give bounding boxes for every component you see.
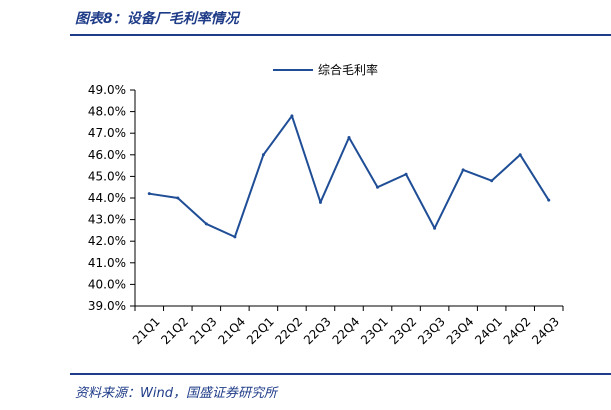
- x-tick-label: 21Q2: [158, 314, 191, 347]
- data-point: [261, 153, 265, 157]
- top-rule: [70, 34, 611, 36]
- bottom-rule: [70, 373, 611, 375]
- y-tick-label: 39.0%: [88, 299, 126, 313]
- y-tick-label: 40.0%: [88, 277, 126, 291]
- y-tick-label: 42.0%: [88, 234, 126, 248]
- y-tick-label: 44.0%: [88, 191, 126, 205]
- y-tick-label: 45.0%: [88, 169, 126, 183]
- data-point: [433, 226, 437, 230]
- figure-title: 图表8：设备厂毛利率情况: [75, 11, 239, 27]
- x-tick-label: 23Q4: [444, 314, 477, 347]
- y-tick-label: 43.0%: [88, 213, 126, 227]
- y-tick-label: 41.0%: [88, 256, 126, 270]
- x-tick-label: 21Q3: [187, 314, 220, 347]
- y-tick-label: 46.0%: [88, 148, 126, 162]
- data-point: [290, 114, 294, 118]
- line-chart: 综合毛利率 39.0% 40.0% 41.0% 42.0% 43.0% 44.0% 45.0…: [88, 62, 564, 347]
- data-point: [147, 192, 151, 196]
- data-point: [461, 168, 465, 172]
- y-tick-label: 47.0%: [88, 126, 126, 140]
- y-tick-label: 49.0%: [88, 83, 126, 97]
- x-tick-label: 24Q1: [472, 314, 505, 347]
- x-tick-label: 22Q1: [244, 314, 277, 347]
- data-point: [318, 200, 322, 204]
- legend: 综合毛利率: [273, 62, 378, 77]
- y-tick-label: 48.0%: [88, 105, 126, 119]
- x-tick-label: 23Q2: [387, 314, 420, 347]
- x-tick-label: 24Q2: [501, 314, 534, 347]
- series-line-gross-margin: [149, 114, 550, 238]
- data-point: [547, 198, 551, 202]
- x-tick-label: 22Q2: [272, 314, 305, 347]
- series-layer: [147, 114, 551, 239]
- y-axis: 39.0% 40.0% 41.0% 42.0% 43.0% 44.0% 45.0% 46.0%…: [88, 83, 136, 313]
- x-tick-label: 21Q1: [130, 314, 163, 347]
- legend-label: 综合毛利率: [318, 62, 378, 77]
- x-tick-label: 23Q1: [358, 314, 391, 347]
- data-point: [404, 172, 408, 176]
- x-axis: 21Q121Q221Q321Q422Q122Q222Q322Q423Q123Q2…: [130, 305, 564, 347]
- data-point: [176, 196, 180, 200]
- x-tick-label: 22Q4: [330, 314, 363, 347]
- data-point: [347, 136, 351, 140]
- x-tick-label: 23Q3: [415, 314, 448, 347]
- x-tick-label: 22Q3: [301, 314, 334, 347]
- source-note: 资料来源：Wind，国盛证券研究所: [75, 386, 277, 401]
- x-tick-label: 21Q4: [215, 314, 248, 347]
- data-point: [518, 153, 522, 157]
- data-point: [204, 222, 208, 226]
- data-point: [490, 179, 494, 183]
- x-tick-label: 24Q3: [529, 314, 562, 347]
- data-point: [376, 185, 380, 189]
- data-point: [233, 235, 237, 239]
